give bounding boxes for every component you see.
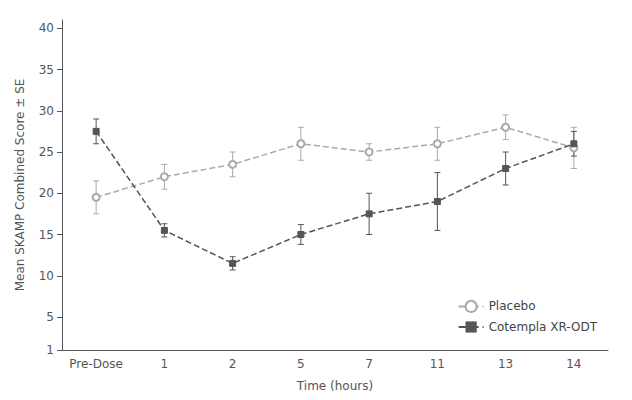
svg-text:15: 15 [39,228,54,242]
svg-text:10: 10 [39,269,54,283]
svg-text:5: 5 [46,310,54,324]
svg-text:14: 14 [566,357,581,371]
svg-text:2: 2 [229,357,237,371]
svg-text:Pre-Dose: Pre-Dose [69,357,123,371]
svg-text:13: 13 [498,357,513,371]
svg-text:7: 7 [365,357,373,371]
svg-text:Cotempla XR-ODT: Cotempla XR-ODT [489,320,598,334]
svg-text:25: 25 [39,145,54,159]
svg-text:40: 40 [39,21,54,35]
svg-text:1: 1 [46,343,54,357]
svg-text:35: 35 [39,63,54,77]
svg-text:Time (hours): Time (hours) [296,379,373,393]
svg-text:5: 5 [297,357,305,371]
svg-text:1: 1 [161,357,169,371]
svg-text:Mean SKAMP Combined Score ± SE: Mean SKAMP Combined Score ± SE [13,79,27,292]
svg-text:11: 11 [430,357,445,371]
svg-text:Placebo: Placebo [489,299,536,313]
svg-text:30: 30 [39,104,54,118]
svg-text:20: 20 [39,186,54,200]
